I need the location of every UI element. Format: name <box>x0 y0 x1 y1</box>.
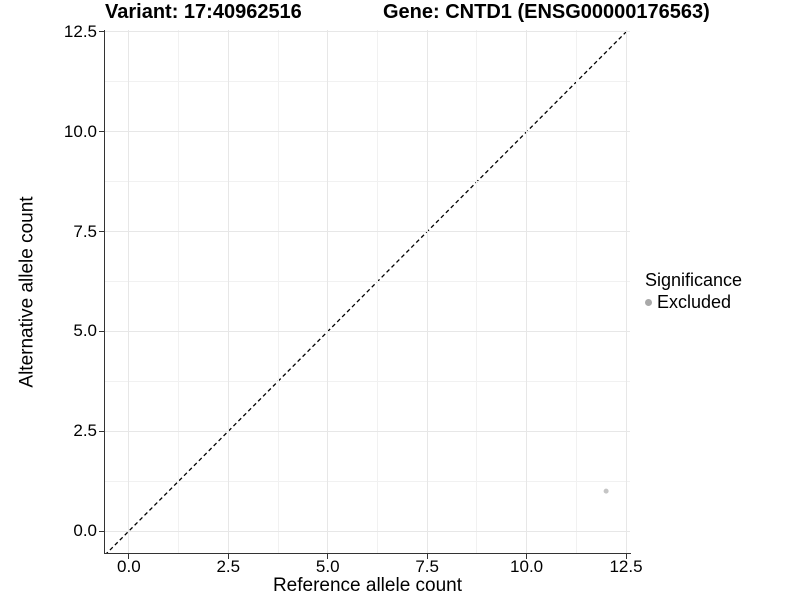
y-axis-tick <box>99 430 104 432</box>
x-minor-gridline <box>277 30 279 553</box>
y-major-gridline <box>105 430 630 432</box>
y-major-gridline <box>105 31 630 33</box>
y-axis-tick <box>99 31 104 33</box>
y-major-gridline <box>105 131 630 133</box>
x-major-gridline <box>327 30 329 553</box>
legend-title: Significance <box>645 270 743 290</box>
y-tick-label: 5.0 <box>73 321 97 341</box>
y-tick-label: 2.5 <box>73 421 97 441</box>
x-major-gridline <box>426 30 428 553</box>
x-tick-label: 5.0 <box>315 557 340 576</box>
plot-panel <box>105 30 630 553</box>
x-minor-gridline <box>476 30 478 553</box>
data-point-excluded <box>603 488 609 494</box>
y-axis-tick <box>99 330 104 332</box>
y-minor-gridline <box>105 380 630 382</box>
x-major-gridline <box>128 30 130 553</box>
x-tick-label: 12.5 <box>609 557 643 576</box>
x-tick-label: 0.0 <box>117 557 141 576</box>
x-major-gridline <box>227 30 229 553</box>
legend: Significance Excluded <box>645 270 742 312</box>
legend-item-excluded: Excluded <box>645 292 742 312</box>
legend-item-label: Excluded <box>657 292 732 312</box>
plot-title-gene: Gene: CNTD1 (ENSG00000176563) <box>383 1 710 23</box>
identity-reference-line <box>106 30 629 553</box>
y-minor-gridline <box>105 480 630 482</box>
x-axis-tick <box>327 554 329 559</box>
x-minor-gridline <box>575 30 577 553</box>
y-minor-gridline <box>105 281 630 283</box>
x-axis-tick <box>526 554 528 559</box>
x-major-gridline <box>625 30 627 553</box>
y-axis-tick <box>99 131 104 133</box>
y-axis-tick <box>99 231 104 233</box>
x-axis-tick <box>128 554 130 559</box>
y-major-gridline <box>105 530 630 532</box>
x-tick-label: 2.5 <box>216 557 241 576</box>
y-tick-label: 0.0 <box>73 521 97 541</box>
y-minor-gridline <box>105 181 630 183</box>
y-axis-tick <box>99 530 104 532</box>
plot-title-variant: Variant: 17:40962516 <box>105 1 302 23</box>
y-tick-label: 10.0 <box>63 121 97 141</box>
x-tick-label: 7.5 <box>415 557 439 576</box>
x-axis-tick <box>426 554 428 559</box>
y-minor-gridline <box>105 81 630 83</box>
y-tick-label: 7.5 <box>73 221 97 241</box>
x-axis-tick <box>227 554 229 559</box>
x-axis-tick <box>625 554 627 559</box>
x-axis-title: Reference allele count <box>272 575 463 596</box>
plot-area-svg <box>106 30 629 553</box>
legend-point-icon <box>645 298 652 306</box>
y-axis-title: Alternative allele count <box>13 30 43 553</box>
y-axis-line <box>104 30 105 554</box>
y-major-gridline <box>105 231 630 233</box>
y-major-gridline <box>105 330 630 332</box>
x-minor-gridline <box>376 30 378 553</box>
x-axis-line <box>104 553 631 554</box>
x-tick-label: 10.0 <box>510 557 544 576</box>
y-tick-label: 12.5 <box>63 21 97 41</box>
x-minor-gridline <box>178 30 180 553</box>
x-major-gridline <box>526 30 528 553</box>
